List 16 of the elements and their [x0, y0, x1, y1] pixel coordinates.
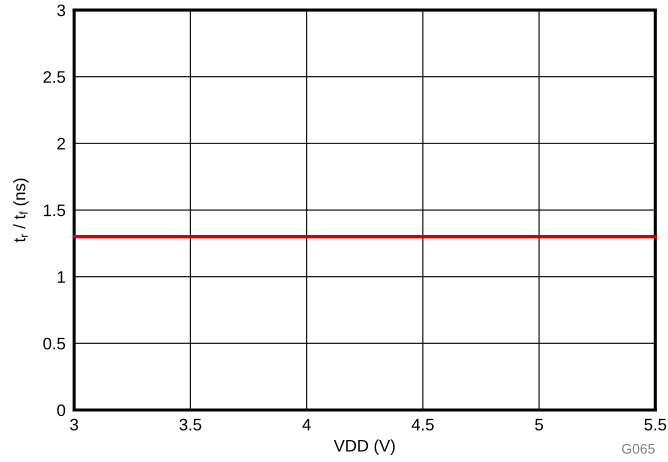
- x-tick-label: 4: [302, 418, 311, 430]
- y-axis-title: t$_{r}$ / t$_{f}$ (ns): [13, 178, 29, 242]
- x-tick-label: 3: [70, 418, 78, 431]
- x-tick-label: 3.5: [179, 418, 202, 431]
- y-tick-label: 1: [58, 271, 65, 283]
- y-tick-label: 3: [57, 4, 66, 16]
- y-tick-label: 1.5: [44, 204, 66, 216]
- y-tick-label: 0: [57, 404, 66, 416]
- text: G065: [622, 444, 655, 454]
- x-tick-label: 4.5: [412, 418, 434, 431]
- y-tick-label: 2.5: [43, 71, 66, 83]
- y-tick-label: 0.5: [43, 338, 66, 350]
- x-axis-title: VDD (V): [334, 439, 395, 455]
- x-tick-label: 5: [535, 418, 544, 431]
- y-tick-label: 2: [57, 138, 65, 150]
- x-tick-label: 5.5: [644, 418, 666, 431]
